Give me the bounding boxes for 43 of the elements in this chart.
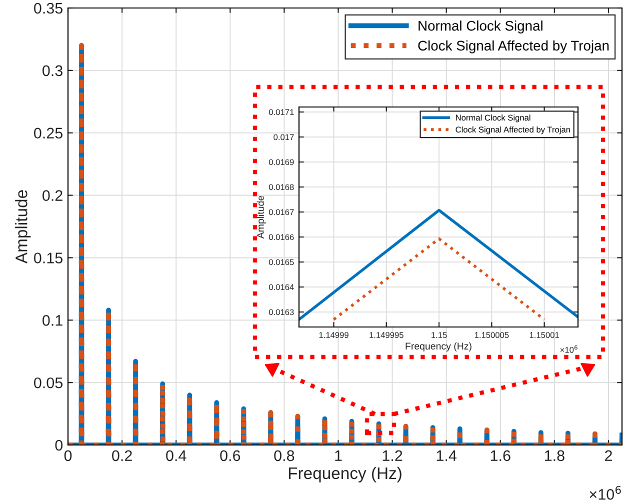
x-tick-label: 1.6 [490, 450, 510, 462]
x-tick-label: 0.8 [274, 450, 294, 462]
x-tick-label: 1.2 [382, 450, 402, 461]
y-tick-label: 0.35 [34, 2, 62, 14]
y-tick-label: 0.0166 [268, 234, 294, 240]
x-tick-label: 1 [335, 450, 342, 461]
x-tick-label: 1.8 [544, 450, 564, 462]
x-tick-label: 1.150005 [474, 332, 509, 338]
y-axis-title: Amplitude [256, 196, 266, 239]
x-axis-title: Frequency (Hz) [406, 342, 472, 352]
x-tick-label: 0.2 [112, 450, 132, 462]
y-tick-label: 0.017 [274, 134, 294, 140]
x-tick-label: 1.4 [436, 450, 457, 461]
x-tick-label: 0.6 [220, 450, 240, 462]
x-tick-label: 0 [64, 450, 72, 462]
y-tick-label: 0.0169 [268, 159, 294, 166]
y-tick-label: 0.15 [34, 252, 62, 264]
y-tick-label: 0.0163 [268, 309, 294, 316]
x-tick-label: 2 [605, 450, 612, 461]
y-tick-label: 0.0168 [268, 184, 294, 190]
legend-label: Normal Clock Signal [418, 20, 542, 34]
legend-label: Clock Signal Affected by Trojan [456, 126, 570, 134]
y-tick-label: 0.3 [42, 65, 62, 76]
y-tick-label: 0.0171 [268, 109, 294, 116]
x-tick-label: 1.14999 [319, 332, 348, 338]
y-tick-label: 0.05 [34, 377, 62, 388]
x-axis-title: Frequency (Hz) [288, 466, 402, 482]
x-tick-label: 1.15001 [530, 332, 559, 338]
y-tick-label: 0.25 [34, 128, 62, 139]
y-tick-label: 0.1 [42, 315, 62, 326]
y-tick-label: 0.2 [42, 190, 62, 201]
text: ×10$^{6}$ [590, 486, 621, 500]
legend-label: Normal Clock Signal [456, 114, 530, 122]
y-tick-label: 0.0164 [268, 284, 294, 290]
y-tick-label: 0 [55, 440, 63, 451]
y-tick-label: 0.0167 [268, 209, 294, 216]
x-tick-label: 1.15 [432, 332, 447, 338]
annotation: ×10$^{6}$ [560, 345, 578, 353]
y-axis-title: Amplitude [15, 190, 31, 264]
legend-label: Clock Signal Affected by Trojan [418, 40, 609, 54]
y-tick-label: 0.0165 [268, 259, 294, 266]
x-tick-label: 1.149995 [370, 332, 404, 338]
x-tick-label: 0.4 [166, 450, 186, 462]
